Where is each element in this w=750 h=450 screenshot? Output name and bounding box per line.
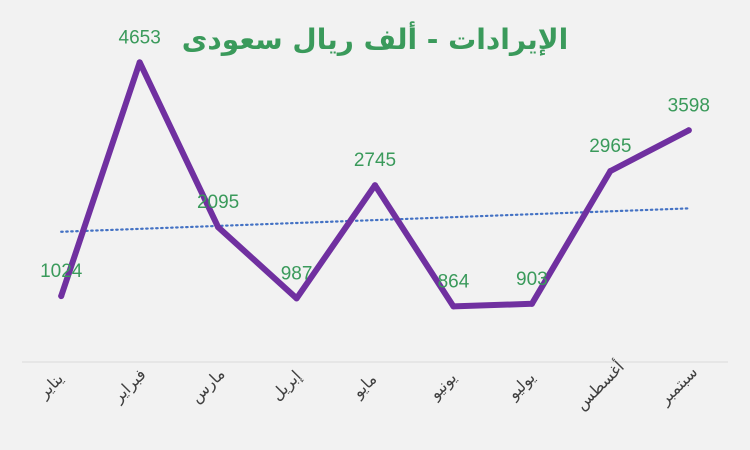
data-point xyxy=(528,300,535,307)
data-label-layer: 1024 4653 2095 987 2745 864 903 2965 3598 xyxy=(40,27,710,292)
data-point xyxy=(685,127,692,134)
data-point xyxy=(450,303,457,310)
x-tick-label: فبراير xyxy=(108,365,150,407)
data-point xyxy=(372,182,378,189)
x-tick-label: يونيو xyxy=(425,368,461,404)
x-tick-label: يوليو xyxy=(503,368,540,405)
data-label: 987 xyxy=(281,263,313,284)
chart-title: الإيرادات - ألف ريال سعودى xyxy=(182,21,569,56)
data-label: 4653 xyxy=(119,27,161,48)
data-label: 2095 xyxy=(197,192,239,213)
data-label: 1024 xyxy=(40,261,83,282)
data-label: 3598 xyxy=(668,95,710,116)
data-point xyxy=(136,59,143,66)
x-tick-label: يناير xyxy=(33,369,67,403)
data-label: 2745 xyxy=(354,150,396,171)
x-tick-label: أغسطس xyxy=(571,357,629,415)
data-point xyxy=(607,168,614,175)
data-label: 903 xyxy=(516,269,548,290)
x-tick-label: سبتمبر xyxy=(654,362,701,409)
linear-trendline xyxy=(60,207,690,233)
trendline-layer xyxy=(60,207,690,233)
x-tick-label: مارس xyxy=(186,364,229,407)
x-tick-label: إبريل xyxy=(267,367,305,405)
series-line-layer xyxy=(58,59,692,310)
data-label: 2965 xyxy=(589,136,631,157)
data-point xyxy=(293,295,300,302)
x-tick-label: مايو xyxy=(348,369,381,402)
data-label: 864 xyxy=(438,271,470,292)
data-point xyxy=(58,293,65,300)
x-tick-label-layer: يناير فبراير مارس إبريل مايو يونيو يوليو أغسطس س… xyxy=(33,357,701,415)
data-point xyxy=(215,224,222,231)
